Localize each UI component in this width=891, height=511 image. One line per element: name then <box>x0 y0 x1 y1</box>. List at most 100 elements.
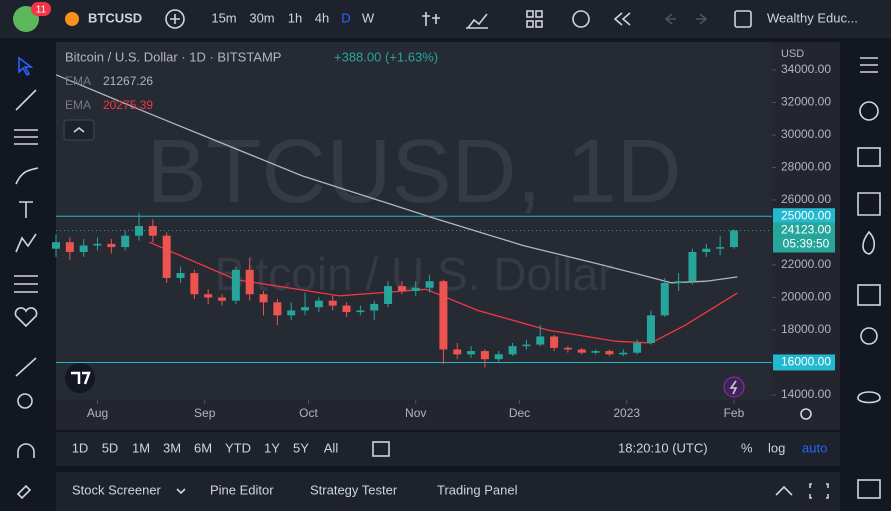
candle-body <box>107 243 116 248</box>
candle-body <box>135 225 144 236</box>
cursor-tool[interactable] <box>18 56 34 77</box>
candle-body <box>245 269 254 295</box>
candle-body <box>508 346 517 355</box>
news[interactable] <box>857 147 881 167</box>
candle-body <box>52 242 60 249</box>
footer-tab[interactable]: Stock Screener <box>72 482 162 497</box>
range-button[interactable]: All <box>324 440 339 455</box>
redo[interactable] <box>696 13 708 25</box>
text-tool[interactable] <box>19 201 33 218</box>
candle-body <box>453 349 462 355</box>
log-toggle[interactable]: log <box>768 440 785 455</box>
hints[interactable] <box>860 327 878 345</box>
candle-body <box>231 269 240 301</box>
layout[interactable] <box>526 10 534 18</box>
interval[interactable]: W <box>362 10 375 25</box>
pattern-tool[interactable] <box>15 233 37 253</box>
footer-tab[interactable]: Strategy Tester <box>310 482 398 497</box>
candle-body <box>370 303 379 311</box>
add-symbol[interactable] <box>165 9 185 29</box>
y-tick-label: 32000.00 <box>781 95 831 109</box>
interval[interactable]: 30m <box>249 10 274 25</box>
watchlist[interactable] <box>860 57 878 73</box>
candle-body <box>494 354 503 360</box>
indicators[interactable] <box>466 13 488 29</box>
fullscreen[interactable] <box>809 483 829 499</box>
collapse-legend[interactable] <box>63 119 95 141</box>
alerts-panel[interactable] <box>859 101 879 121</box>
chats[interactable] <box>857 391 881 404</box>
hotlist[interactable] <box>857 192 881 216</box>
candle-body <box>577 349 586 353</box>
range-button[interactable]: 5Y <box>293 440 309 455</box>
layout-box[interactable] <box>734 10 752 28</box>
candle-body <box>633 342 642 353</box>
candle-body <box>65 242 74 252</box>
badge <box>31 2 51 16</box>
candle-body <box>328 300 337 306</box>
candle-body <box>550 336 559 348</box>
range-button[interactable]: 3M <box>163 440 181 455</box>
undo[interactable] <box>664 13 676 25</box>
x-tick-label: Nov <box>405 406 426 420</box>
watermark: Bitcoin / U.S. Dollar <box>215 248 614 300</box>
settings[interactable] <box>800 408 812 420</box>
replay[interactable] <box>613 12 631 26</box>
range-button[interactable]: 5D <box>102 440 119 455</box>
candle-body <box>563 347 572 350</box>
account[interactable]: Wealthy Educ... <box>767 10 858 25</box>
candle-body <box>301 307 310 311</box>
range-button[interactable]: 6M <box>194 440 212 455</box>
icon-tool[interactable] <box>14 307 38 328</box>
y-tick-label: 28000.00 <box>781 160 831 174</box>
events-icon <box>729 380 738 395</box>
lock-tool[interactable] <box>16 484 32 500</box>
ideas[interactable] <box>862 230 876 255</box>
line-tool[interactable] <box>15 89 37 111</box>
date-range[interactable] <box>372 441 390 457</box>
candle-body <box>646 315 655 343</box>
footer-tab[interactable]: Trading Panel <box>437 482 518 497</box>
x-tick-label: Aug <box>87 406 108 420</box>
y-tick-label: 22000.00 <box>781 257 831 271</box>
alert[interactable] <box>572 10 590 28</box>
notifications[interactable] <box>857 479 881 499</box>
candle-body <box>467 351 476 355</box>
interval[interactable]: 1h <box>288 10 302 25</box>
range-button[interactable]: 1D <box>72 440 89 455</box>
interval[interactable]: 15m <box>211 10 236 25</box>
brush-tool[interactable] <box>15 167 39 185</box>
y-tick-label: 30000.00 <box>781 127 831 141</box>
screener-dropdown[interactable] <box>176 488 186 495</box>
candle-body <box>439 281 448 350</box>
ruler-tool[interactable] <box>15 357 37 377</box>
currency[interactable]: USD <box>781 48 804 60</box>
candle-body <box>397 286 406 291</box>
interval[interactable]: D <box>341 10 350 25</box>
candle-body <box>384 286 393 304</box>
auto-toggle[interactable]: auto <box>802 440 827 455</box>
interval[interactable]: 4h <box>315 10 329 25</box>
range-button[interactable]: YTD <box>225 440 251 455</box>
candle-body <box>522 344 531 347</box>
y-tick-label: 14000.00 <box>781 387 831 401</box>
calendar[interactable] <box>857 284 881 306</box>
candle-body <box>356 310 365 313</box>
chart-type[interactable] <box>422 12 440 26</box>
zoom-tool[interactable] <box>17 393 33 409</box>
collapse-icon <box>73 126 85 133</box>
fib-tool[interactable] <box>14 129 38 145</box>
candle-body <box>674 281 683 283</box>
range-button[interactable]: 1M <box>132 440 150 455</box>
magnet-tool[interactable] <box>17 443 35 458</box>
percent-toggle[interactable]: % <box>741 440 753 455</box>
clock[interactable]: 18:20:10 (UTC) <box>618 440 708 455</box>
footer-tab[interactable]: Pine Editor <box>210 482 274 497</box>
prediction-tool[interactable] <box>14 275 38 293</box>
events[interactable] <box>723 376 745 398</box>
range-button[interactable]: 1Y <box>264 440 280 455</box>
symbol[interactable]: BTCUSD <box>88 10 142 25</box>
maximize-panel[interactable] <box>775 485 793 496</box>
y-tick-label: 34000.00 <box>781 62 831 76</box>
legend-label: EMA <box>65 98 91 112</box>
